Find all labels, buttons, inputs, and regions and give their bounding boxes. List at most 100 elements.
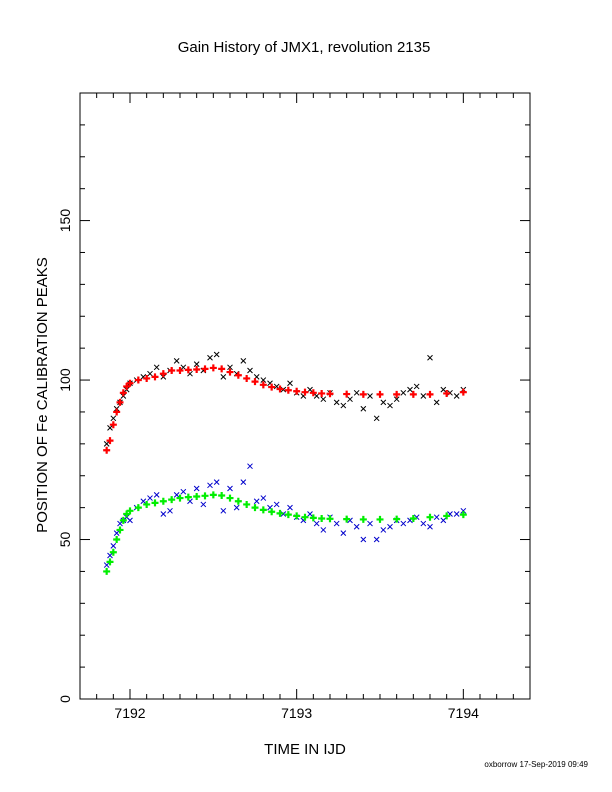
fit-point bbox=[193, 492, 201, 500]
data-point bbox=[460, 507, 467, 514]
fit-point bbox=[276, 385, 284, 393]
fit-point bbox=[143, 500, 151, 508]
data-marks bbox=[103, 351, 467, 575]
axis-ticks bbox=[80, 92, 530, 700]
data-point bbox=[393, 396, 400, 403]
data-point bbox=[193, 485, 200, 492]
fit-point bbox=[226, 494, 234, 502]
fit-point bbox=[151, 499, 159, 507]
fit-point bbox=[103, 446, 111, 454]
x-axis-label: TIME IN IJD bbox=[264, 741, 346, 758]
data-point bbox=[360, 536, 367, 543]
fit-point bbox=[143, 374, 151, 382]
fit-point bbox=[259, 381, 267, 389]
fit-point bbox=[218, 492, 226, 500]
fit-point bbox=[168, 496, 176, 504]
data-point bbox=[260, 377, 267, 383]
data-point bbox=[420, 520, 427, 527]
data-point bbox=[110, 543, 117, 549]
fit-point bbox=[343, 390, 351, 398]
fit-point bbox=[159, 497, 167, 505]
data-point bbox=[313, 520, 320, 527]
fit-point bbox=[209, 364, 217, 372]
fit-point bbox=[318, 389, 326, 397]
data-point bbox=[253, 498, 260, 505]
data-point bbox=[347, 396, 353, 403]
data-point bbox=[167, 507, 173, 514]
data-point bbox=[147, 370, 153, 377]
fit-point bbox=[134, 376, 142, 384]
data-point bbox=[360, 405, 367, 412]
data-point bbox=[207, 354, 213, 361]
data-point bbox=[113, 530, 120, 537]
fit-point bbox=[106, 558, 114, 566]
data-point bbox=[180, 488, 187, 495]
fit-point bbox=[426, 390, 434, 398]
fit-point bbox=[459, 511, 467, 519]
fit-point bbox=[268, 383, 276, 391]
fit-point bbox=[326, 515, 334, 523]
fit-point bbox=[251, 378, 259, 386]
data-point bbox=[287, 504, 293, 511]
fit-point bbox=[113, 536, 121, 544]
series-4 bbox=[103, 491, 467, 575]
data-point bbox=[247, 463, 253, 470]
plot-frame bbox=[79, 92, 531, 700]
data-point bbox=[207, 482, 213, 489]
data-point bbox=[387, 523, 393, 530]
data-point bbox=[227, 485, 233, 492]
series-1 bbox=[103, 351, 467, 447]
data-point bbox=[373, 415, 380, 422]
data-point bbox=[433, 399, 440, 406]
fit-point bbox=[326, 390, 334, 398]
data-point bbox=[400, 520, 407, 527]
fit-point bbox=[318, 514, 326, 522]
fit-point bbox=[159, 370, 167, 378]
data-point bbox=[333, 399, 340, 406]
x-tick-label: 7193 bbox=[281, 705, 312, 721]
data-point bbox=[353, 523, 360, 530]
data-point bbox=[193, 361, 200, 367]
fit-point bbox=[103, 567, 111, 575]
data-point bbox=[200, 501, 207, 508]
fit-point bbox=[201, 365, 209, 373]
data-point bbox=[413, 383, 420, 390]
fit-point bbox=[409, 390, 417, 398]
fit-point bbox=[109, 421, 117, 429]
fit-point bbox=[209, 491, 217, 499]
fit-point bbox=[119, 389, 127, 397]
data-point bbox=[420, 393, 427, 399]
fit-point bbox=[106, 437, 114, 445]
fit-point bbox=[443, 389, 451, 397]
data-point bbox=[440, 517, 447, 524]
fit-point bbox=[301, 513, 309, 521]
data-point bbox=[103, 562, 110, 568]
fit-point bbox=[443, 512, 451, 520]
fit-point bbox=[168, 366, 176, 374]
data-point bbox=[213, 479, 220, 485]
fit-point bbox=[234, 497, 242, 505]
chart-title: Gain History of JMX1, revolution 2135 bbox=[178, 39, 431, 56]
fit-point bbox=[184, 493, 192, 501]
data-point bbox=[367, 520, 373, 527]
data-point bbox=[333, 520, 340, 527]
y-tick-label: 0 bbox=[57, 695, 73, 703]
fit-point bbox=[393, 515, 401, 523]
data-point bbox=[220, 374, 227, 380]
data-point bbox=[380, 527, 387, 533]
fit-point bbox=[259, 506, 267, 514]
fit-point bbox=[393, 390, 401, 398]
axis-tick-labels: 7192 7193 7194 0 50 100 150 bbox=[57, 209, 479, 721]
fit-point bbox=[268, 508, 276, 516]
fit-point bbox=[119, 516, 127, 524]
data-point bbox=[353, 389, 360, 396]
data-point bbox=[400, 389, 407, 396]
fit-point bbox=[151, 373, 159, 381]
data-point bbox=[387, 402, 393, 409]
fit-point bbox=[218, 365, 226, 373]
data-point bbox=[107, 552, 113, 559]
fit-point bbox=[376, 390, 384, 398]
data-point bbox=[367, 393, 373, 399]
fit-point bbox=[116, 398, 124, 406]
